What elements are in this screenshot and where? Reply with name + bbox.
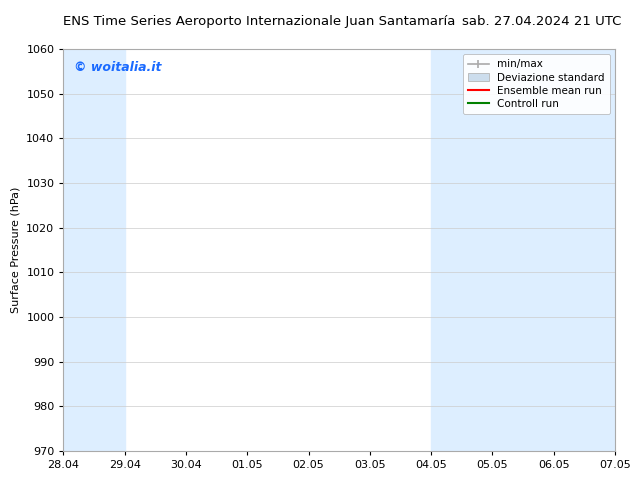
Text: © woitalia.it: © woitalia.it [74,61,162,74]
Y-axis label: Surface Pressure (hPa): Surface Pressure (hPa) [11,187,21,313]
Text: ENS Time Series Aeroporto Internazionale Juan Santamaría: ENS Time Series Aeroporto Internazionale… [63,15,456,28]
Bar [553,49,634,451]
Legend: min/max, Deviazione standard, Ensemble mean run, Controll run: min/max, Deviazione standard, Ensemble m… [463,54,610,114]
Bar [431,49,553,451]
Text: sab. 27.04.2024 21 UTC: sab. 27.04.2024 21 UTC [462,15,621,28]
Bar [63,49,125,451]
